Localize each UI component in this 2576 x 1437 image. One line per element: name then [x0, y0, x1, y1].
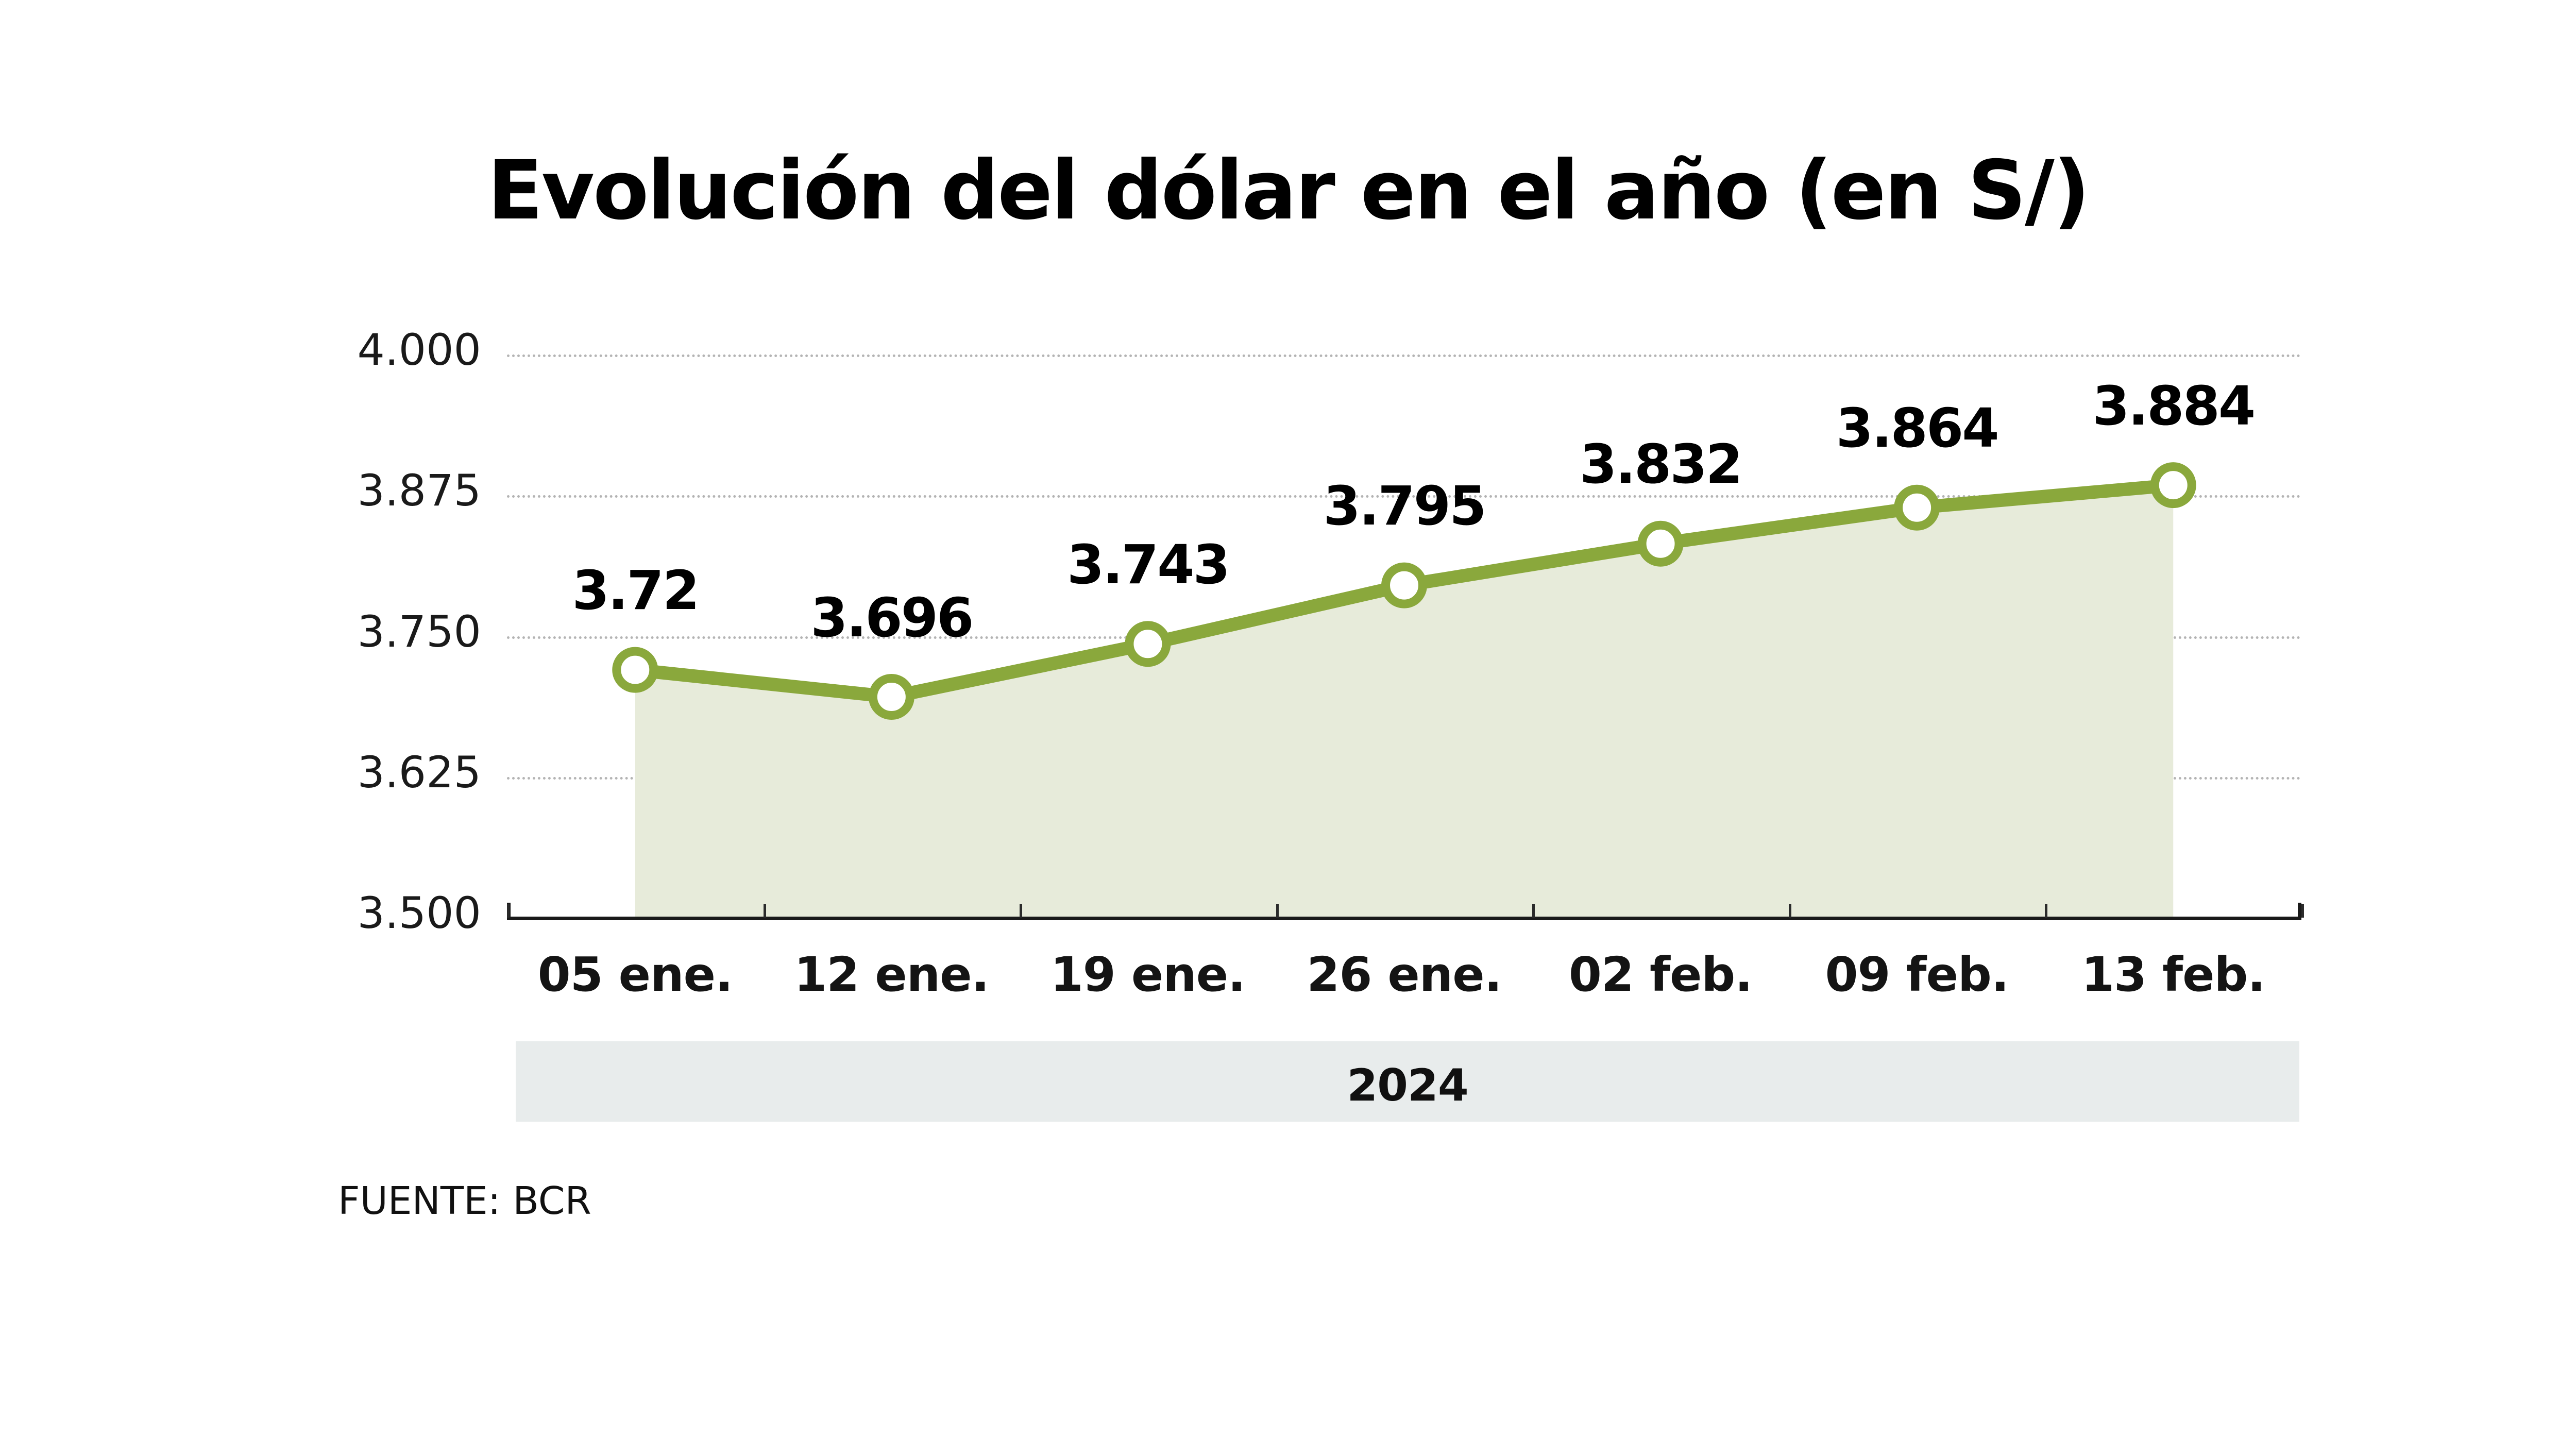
x-axis-category-label: 02 feb.: [1568, 947, 1753, 1002]
data-value-label: 3.864: [1836, 397, 1999, 460]
x-axis-tick: [1276, 904, 1279, 918]
data-value-label: 3.696: [810, 586, 974, 649]
data-value-label: 3.832: [1580, 433, 1743, 496]
data-point-markers: [612, 462, 2196, 720]
x-axis-category-label: 26 ene.: [1307, 947, 1502, 1002]
x-axis-tick: [1788, 904, 1791, 918]
x-axis-category-label: 12 ene.: [794, 947, 989, 1002]
data-point-marker: [1381, 562, 1427, 608]
y-axis-tick-label: 3.500: [357, 888, 481, 938]
y-axis-tick-label: 3.625: [357, 747, 481, 798]
y-axis-tick-label: 4.000: [357, 325, 481, 375]
gridline: [507, 495, 2301, 498]
data-point-marker: [2150, 462, 2196, 509]
x-axis-tick: [2045, 904, 2048, 918]
source-note: FUENTE: BCR: [338, 1179, 591, 1223]
x-axis-category-label: 05 ene.: [537, 947, 733, 1002]
data-value-label: 3.795: [1323, 475, 1487, 538]
data-point-marker: [1637, 520, 1684, 567]
area-fill: [635, 485, 2174, 918]
page-title: Evolución del dólar en el año (en S/): [487, 143, 2090, 238]
x-axis-tick: [763, 904, 766, 918]
x-axis-tick: [2301, 904, 2304, 918]
data-value-label: 3.743: [1066, 533, 1230, 596]
y-axis-tick-label: 3.750: [357, 606, 481, 657]
x-axis-tick: [1020, 904, 1023, 918]
x-axis-tick: [1532, 904, 1535, 918]
data-value-label: 3.884: [2092, 374, 2256, 437]
x-axis-right-cap: [2298, 903, 2301, 918]
data-value-label: 3.72: [572, 559, 700, 622]
x-axis-category-label: 19 ene.: [1050, 947, 1246, 1002]
x-axis-line: [507, 917, 2301, 920]
x-axis-category-label: 09 feb.: [1825, 947, 2009, 1002]
x-axis-tick: [507, 904, 510, 918]
data-point-marker: [612, 647, 658, 693]
data-point-marker: [1894, 484, 1940, 531]
y-axis-tick-label: 3.875: [357, 465, 481, 516]
year-band: 2024: [516, 1041, 2299, 1122]
data-point-marker: [1125, 621, 1171, 667]
year-band-label: 2024: [1347, 1060, 1468, 1111]
gridline: [507, 354, 2301, 357]
x-axis-category-label: 13 feb.: [2081, 947, 2265, 1002]
data-point-marker: [868, 674, 914, 720]
